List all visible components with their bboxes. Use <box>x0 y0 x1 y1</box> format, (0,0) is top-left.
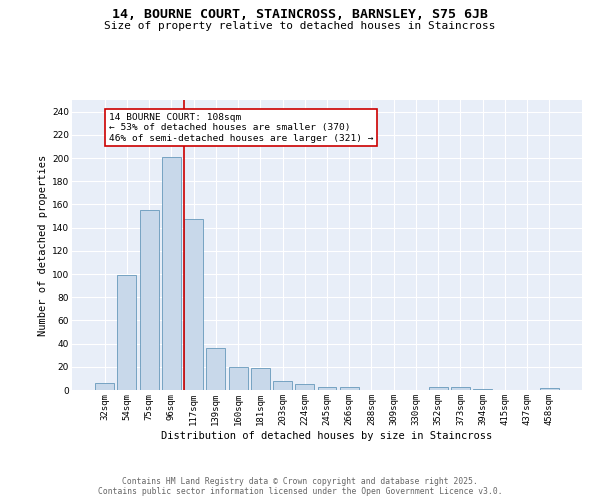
Bar <box>317 386 337 390</box>
Bar <box>162 157 181 390</box>
Bar <box>118 275 136 390</box>
Text: 14, BOURNE COURT, STAINCROSS, BARNSLEY, S75 6JB: 14, BOURNE COURT, STAINCROSS, BARNSLEY, … <box>112 8 488 20</box>
Bar <box>184 220 203 390</box>
Bar <box>140 210 158 390</box>
Y-axis label: Number of detached properties: Number of detached properties <box>38 154 48 336</box>
Bar <box>295 384 314 390</box>
Bar <box>451 386 470 390</box>
Bar <box>273 380 292 390</box>
Text: Size of property relative to detached houses in Staincross: Size of property relative to detached ho… <box>104 21 496 31</box>
Bar <box>429 386 448 390</box>
Bar <box>95 383 114 390</box>
Bar <box>473 389 492 390</box>
Bar <box>206 348 225 390</box>
Bar <box>540 388 559 390</box>
Bar <box>251 368 270 390</box>
Text: 14 BOURNE COURT: 108sqm
← 53% of detached houses are smaller (370)
46% of semi-d: 14 BOURNE COURT: 108sqm ← 53% of detache… <box>109 113 374 142</box>
Bar <box>229 367 248 390</box>
Bar <box>340 386 359 390</box>
X-axis label: Distribution of detached houses by size in Staincross: Distribution of detached houses by size … <box>161 430 493 440</box>
Text: Contains HM Land Registry data © Crown copyright and database right 2025.
Contai: Contains HM Land Registry data © Crown c… <box>98 476 502 496</box>
